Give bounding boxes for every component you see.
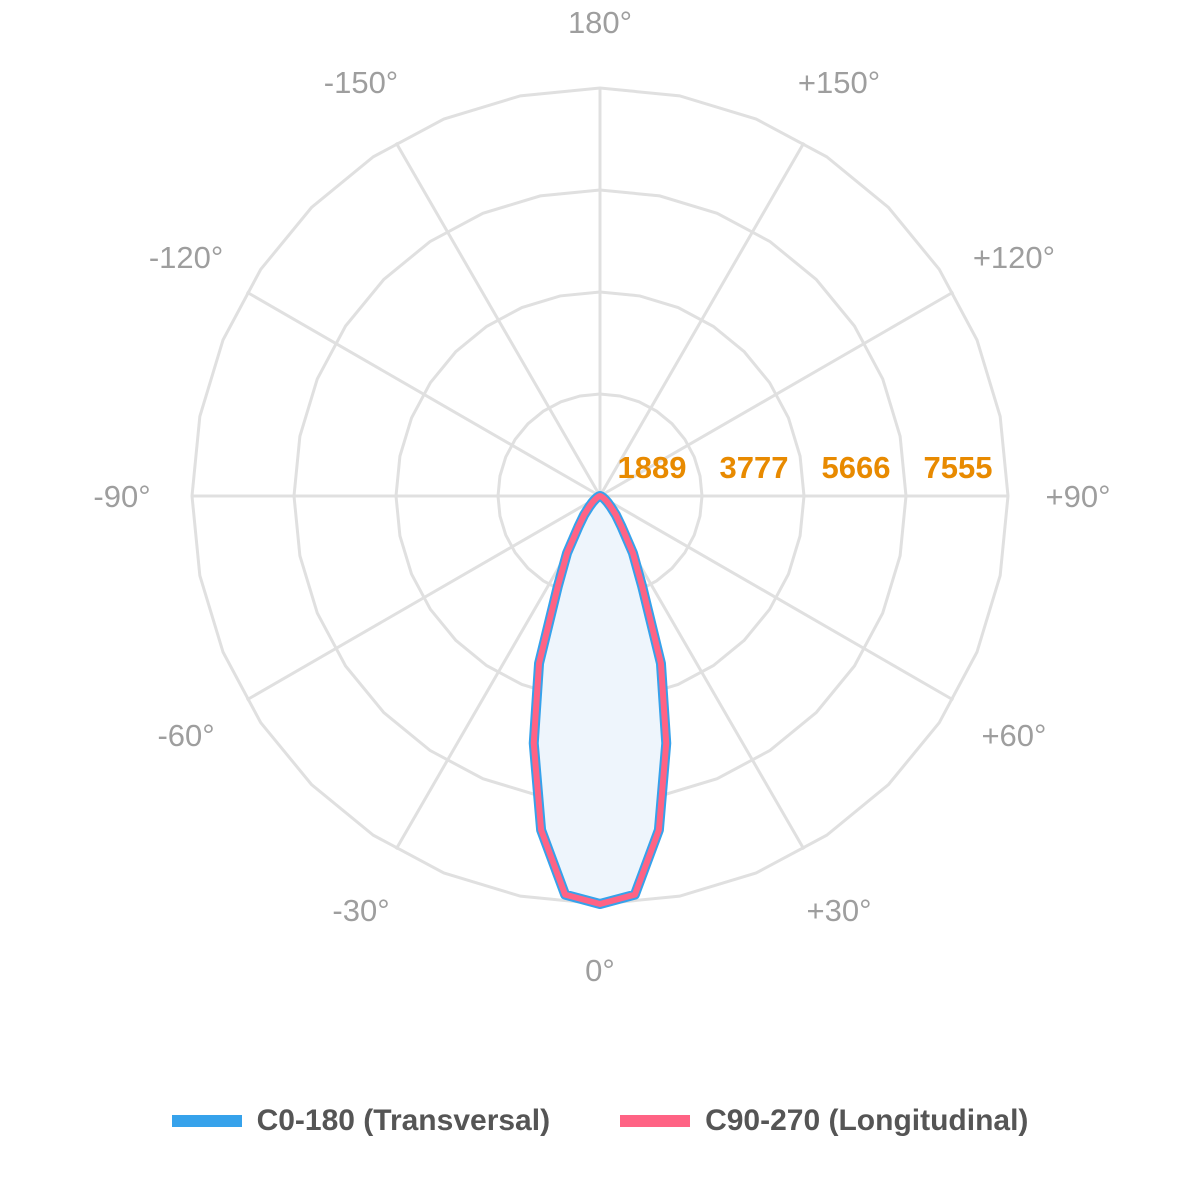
angle-label: 0° xyxy=(585,953,615,988)
radial-tick-label: 3777 xyxy=(720,450,789,485)
series-line-c0-180 xyxy=(528,491,672,909)
curves xyxy=(528,491,672,909)
angle-label: -30° xyxy=(332,893,389,928)
angle-label: +150° xyxy=(798,65,880,100)
grid-spoke xyxy=(245,494,601,702)
angle-labels: 180° +150° -150° +120° -120° +90° -90° +60° -60°… xyxy=(93,5,1110,988)
legend-item-c0-180[interactable]: C0-180 (Transversal) xyxy=(171,1104,551,1138)
grid-spoke xyxy=(394,141,602,497)
grid-spoke xyxy=(599,290,955,498)
angle-label: +30° xyxy=(807,893,872,928)
angle-label: -60° xyxy=(157,718,214,753)
radial-tick-labels: 1889 3777 5666 7555 xyxy=(618,450,993,485)
angle-label: -120° xyxy=(149,240,223,275)
legend-item-c90-270[interactable]: C90-270 (Longitudinal) xyxy=(620,1104,1028,1138)
radial-tick-label: 1889 xyxy=(618,450,687,485)
radial-tick-label: 7555 xyxy=(924,450,993,485)
grid-spoke xyxy=(599,494,955,702)
legend-label: C0-180 (Transversal) xyxy=(256,1104,551,1137)
legend-label: C90-270 (Longitudinal) xyxy=(705,1104,1029,1137)
angle-label: +120° xyxy=(973,240,1055,275)
radial-tick-label: 5666 xyxy=(822,450,891,485)
grid-spoke xyxy=(598,141,806,497)
angle-label: +90° xyxy=(1046,479,1111,514)
angle-label: -150° xyxy=(324,65,398,100)
legend-swatch-blue xyxy=(171,1115,242,1127)
angle-label: 180° xyxy=(568,5,632,40)
angle-label: +60° xyxy=(981,718,1046,753)
series-line-c90-270 xyxy=(530,493,670,907)
angle-label: -90° xyxy=(93,479,150,514)
legend: C0-180 (Transversal) C90-270 (Longitudin… xyxy=(0,1104,1200,1138)
legend-swatch-pink xyxy=(620,1115,691,1127)
grid-spoke xyxy=(245,290,601,498)
